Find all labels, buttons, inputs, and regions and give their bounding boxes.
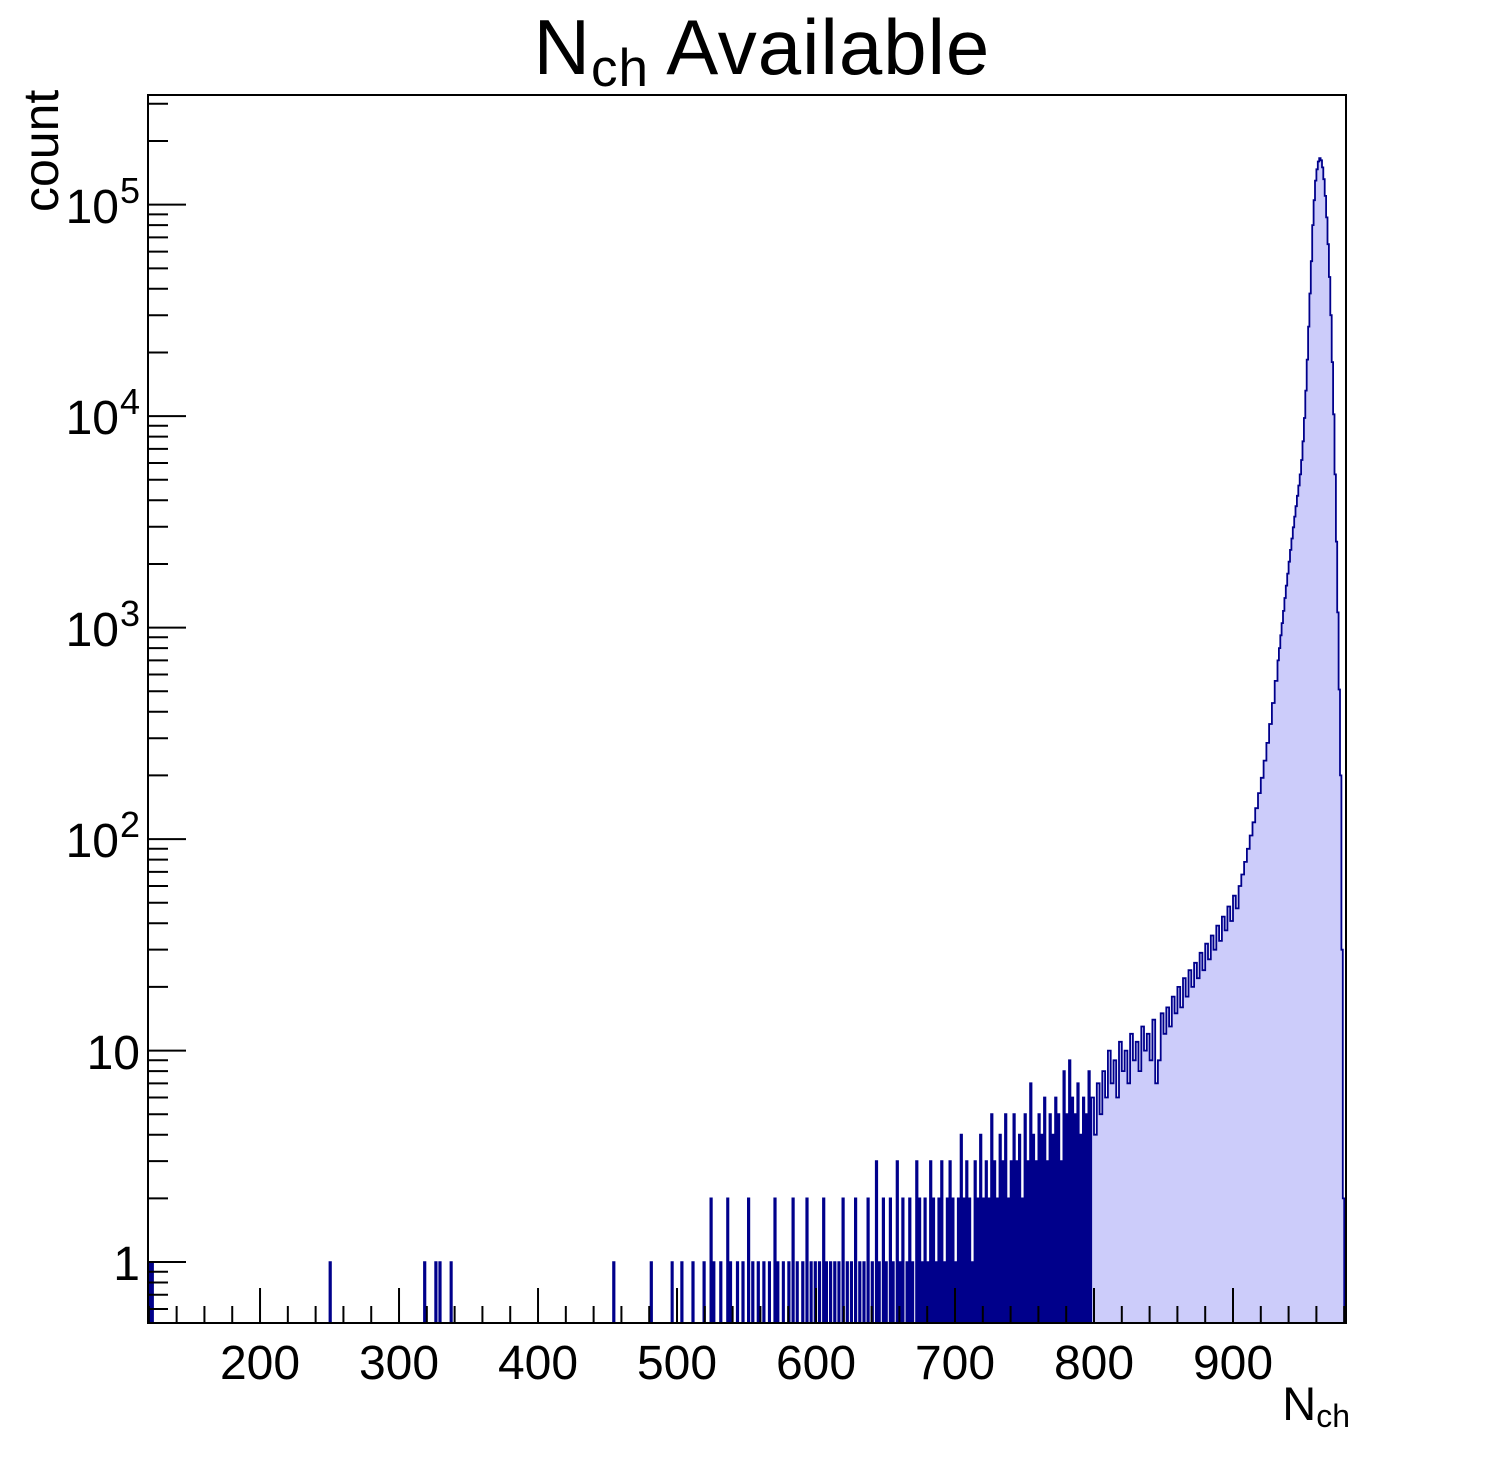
- x-tick-label: 900: [1192, 1337, 1274, 1390]
- x-tick-label: 800: [1053, 1337, 1135, 1390]
- y-tick-label-base: 10: [65, 392, 119, 446]
- x-tick-label: 500: [636, 1337, 718, 1390]
- chart-title-main: N: [533, 3, 592, 91]
- x-tick-label: 400: [497, 1337, 579, 1390]
- x-axis-title: Nch: [1100, 1376, 1350, 1435]
- x-tick-label: 600: [775, 1337, 857, 1390]
- plot-frame: [147, 94, 1347, 1324]
- y-tick-label-exponent: 4: [119, 381, 140, 423]
- y-tick-label-exponent: 3: [119, 592, 140, 634]
- chart-title-subscript: ch: [591, 38, 650, 98]
- y-tick-label: 1: [0, 1235, 140, 1295]
- y-tick-label: 104: [0, 381, 140, 449]
- x-tick-label: 700: [914, 1337, 996, 1390]
- y-tick-label-base: 10: [86, 1026, 140, 1080]
- y-tick-label-base: 10: [65, 815, 119, 869]
- x-axis-title-subscript: ch: [1316, 1398, 1350, 1435]
- histogram-series: [147, 157, 1346, 1324]
- y-tick-label-exponent: 2: [119, 804, 140, 846]
- y-tick-label: 103: [0, 593, 140, 661]
- y-tick-label-exponent: 5: [119, 169, 140, 211]
- y-tick-label: 102: [0, 804, 140, 872]
- x-tick-label: 300: [358, 1337, 440, 1390]
- x-tick-label: 200: [219, 1337, 301, 1390]
- y-tick-label-base: 10: [65, 180, 119, 234]
- y-tick-label-base: 1: [113, 1238, 140, 1292]
- y-tick-label: 10: [0, 1024, 140, 1084]
- y-tick-label-base: 10: [65, 603, 119, 657]
- chart-title: Nch Available: [0, 2, 1496, 98]
- x-axis-title-main: N: [1282, 1377, 1317, 1430]
- y-tick-label: 105: [0, 170, 140, 238]
- chart-title-rest: Available: [666, 3, 991, 91]
